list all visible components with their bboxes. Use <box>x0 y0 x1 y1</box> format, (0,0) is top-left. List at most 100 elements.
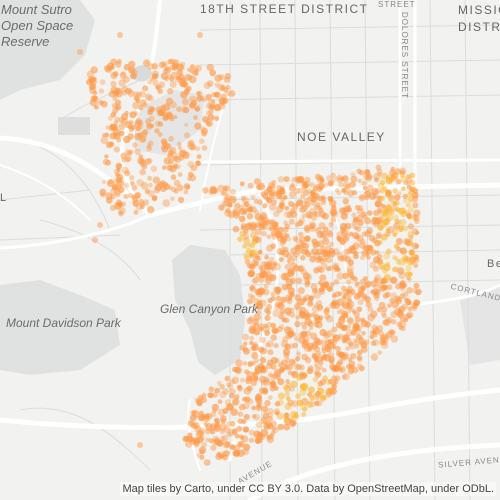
data-point <box>315 202 321 208</box>
data-point <box>216 380 222 386</box>
data-point <box>348 271 355 278</box>
data-point <box>411 191 419 199</box>
data-point <box>292 342 298 349</box>
data-point <box>213 103 222 112</box>
data-point <box>322 212 329 220</box>
data-point <box>113 120 119 125</box>
data-point <box>159 180 166 186</box>
data-point <box>349 289 356 295</box>
data-point <box>313 267 320 274</box>
data-point <box>282 272 291 281</box>
data-point <box>110 80 117 88</box>
data-point <box>335 345 341 352</box>
data-point <box>380 310 387 317</box>
data-point <box>308 295 315 301</box>
data-point <box>136 119 144 127</box>
data-point <box>407 223 414 230</box>
data-point <box>150 165 158 172</box>
data-point <box>257 199 263 206</box>
data-point <box>184 87 190 93</box>
data-point <box>367 244 374 252</box>
data-point <box>364 195 370 201</box>
data-point <box>364 280 372 288</box>
data-point <box>258 346 265 353</box>
data-point <box>275 191 283 198</box>
data-point <box>356 168 362 174</box>
data-point <box>308 386 315 394</box>
data-point <box>134 120 142 128</box>
data-point <box>340 212 348 220</box>
data-point <box>318 315 324 320</box>
data-point <box>401 186 406 191</box>
data-point <box>354 344 360 349</box>
data-point <box>346 268 354 276</box>
data-point <box>92 237 98 243</box>
data-point <box>86 78 93 86</box>
data-point <box>366 254 371 260</box>
data-point <box>405 264 412 272</box>
data-point <box>386 214 394 222</box>
data-point <box>183 436 189 442</box>
data-point <box>194 106 200 112</box>
data-point <box>177 172 183 178</box>
data-point <box>104 132 110 138</box>
data-point <box>378 195 384 202</box>
data-point <box>379 214 385 220</box>
data-point <box>264 330 270 336</box>
data-point <box>302 335 310 343</box>
data-point <box>243 387 252 396</box>
map-attribution[interactable]: Map tiles by Carto, under CC BY 3.0. Dat… <box>120 482 496 496</box>
data-point <box>99 100 105 105</box>
data-point <box>179 149 188 157</box>
data-point <box>246 212 254 220</box>
data-point <box>259 375 267 384</box>
data-point <box>149 123 155 129</box>
data-point <box>380 221 387 228</box>
data-point <box>196 154 202 160</box>
data-point <box>114 202 122 210</box>
data-point <box>354 327 362 335</box>
data-point <box>348 341 354 347</box>
data-point <box>339 176 345 181</box>
data-point <box>239 434 244 440</box>
data-point <box>402 255 409 262</box>
data-point <box>274 370 282 378</box>
data-point <box>283 364 289 370</box>
data-point <box>275 230 283 239</box>
data-point <box>250 260 258 267</box>
data-point <box>399 293 406 299</box>
data-point <box>356 355 363 361</box>
data-point <box>259 336 266 344</box>
data-point <box>246 317 254 325</box>
data-point <box>323 252 330 260</box>
data-point <box>223 76 231 83</box>
data-point <box>167 158 174 165</box>
data-point <box>316 176 325 184</box>
data-point <box>213 92 219 97</box>
data-point <box>270 291 276 297</box>
data-point <box>380 203 386 209</box>
data-point <box>342 198 349 205</box>
data-point <box>266 244 274 252</box>
data-point <box>264 399 271 407</box>
data-point <box>345 301 351 307</box>
data-point <box>309 223 315 229</box>
data-point <box>380 195 386 202</box>
data-point <box>311 249 317 255</box>
data-point <box>199 410 204 416</box>
data-point <box>322 257 328 263</box>
data-point <box>92 90 98 96</box>
data-point <box>371 330 377 335</box>
data-point <box>347 259 354 266</box>
data-point <box>128 66 136 74</box>
data-point <box>314 287 319 293</box>
data-point <box>177 145 183 151</box>
data-point <box>251 414 257 419</box>
data-point <box>160 72 169 80</box>
data-point <box>315 350 321 356</box>
data-point <box>124 110 129 116</box>
data-point <box>314 371 322 379</box>
data-point <box>312 211 318 217</box>
data-point <box>392 214 399 221</box>
